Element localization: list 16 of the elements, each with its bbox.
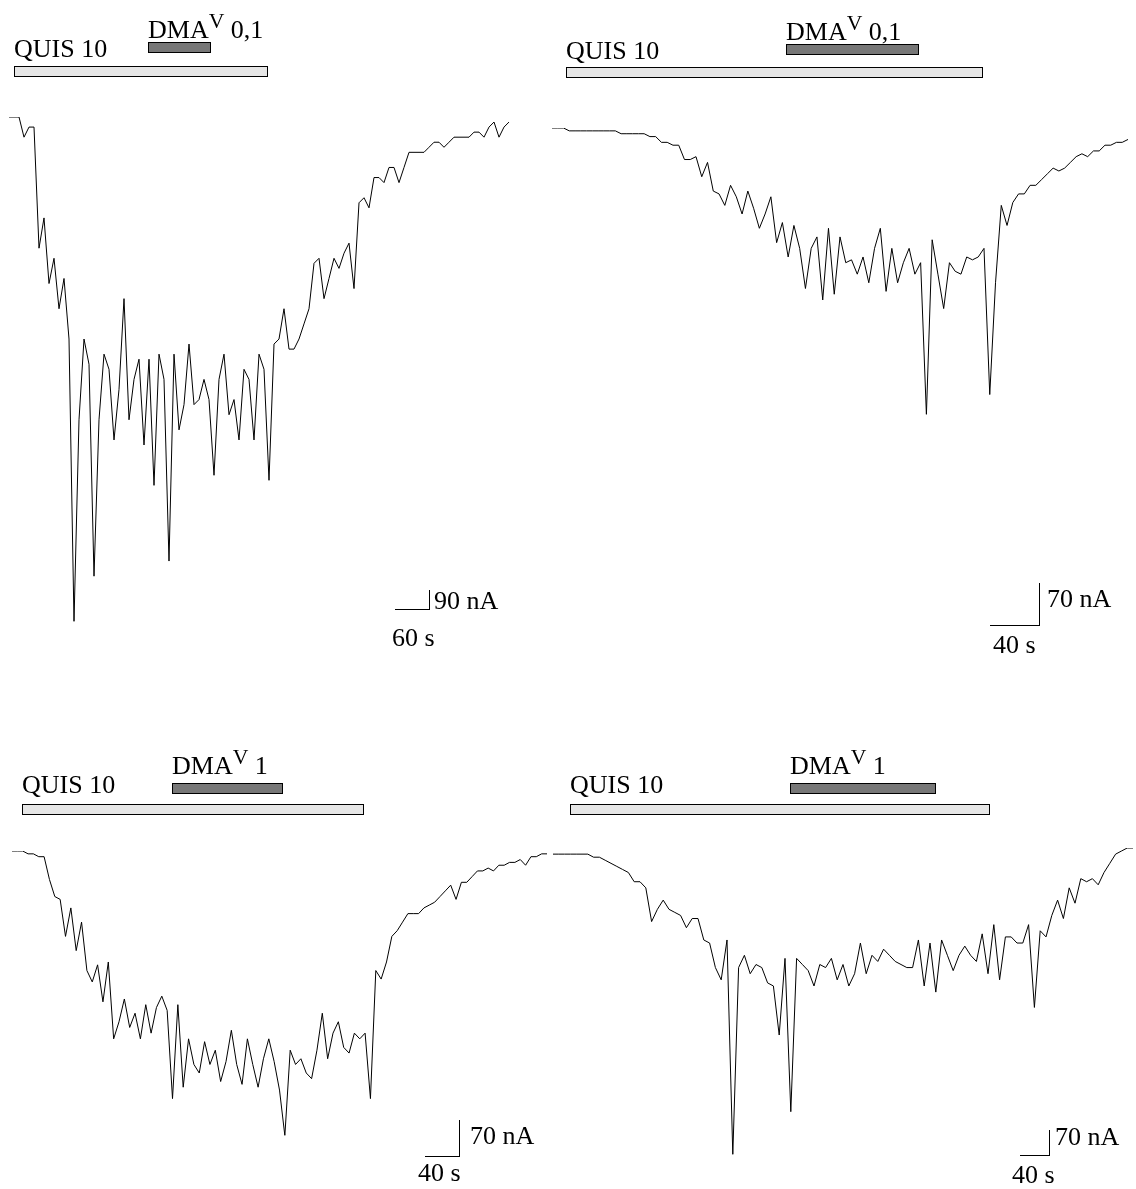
text: DMA$^{V}$ 0,1 bbox=[148, 8, 264, 44]
text: DMA$^{V}$ 0,1 bbox=[786, 10, 902, 46]
text: 40 s bbox=[993, 630, 1036, 659]
annotation: 70 nA bbox=[470, 1121, 535, 1150]
annotation: 90 nA bbox=[434, 586, 499, 615]
text: 60 s bbox=[392, 623, 435, 652]
text: QUIS 10 bbox=[22, 770, 116, 799]
text: 40 s bbox=[418, 1158, 461, 1187]
text: QUIS 10 bbox=[566, 36, 660, 65]
text: QUIS 10 bbox=[570, 770, 664, 799]
annotation: 70 nA bbox=[1055, 1122, 1120, 1151]
text: 40 s bbox=[1012, 1160, 1055, 1189]
text: 70 nA bbox=[1047, 584, 1112, 613]
text: DMA$^{V}$ 1 bbox=[790, 744, 886, 780]
text: QUIS 10 bbox=[14, 34, 108, 63]
text: DMA$^{V}$ 1 bbox=[172, 744, 268, 780]
